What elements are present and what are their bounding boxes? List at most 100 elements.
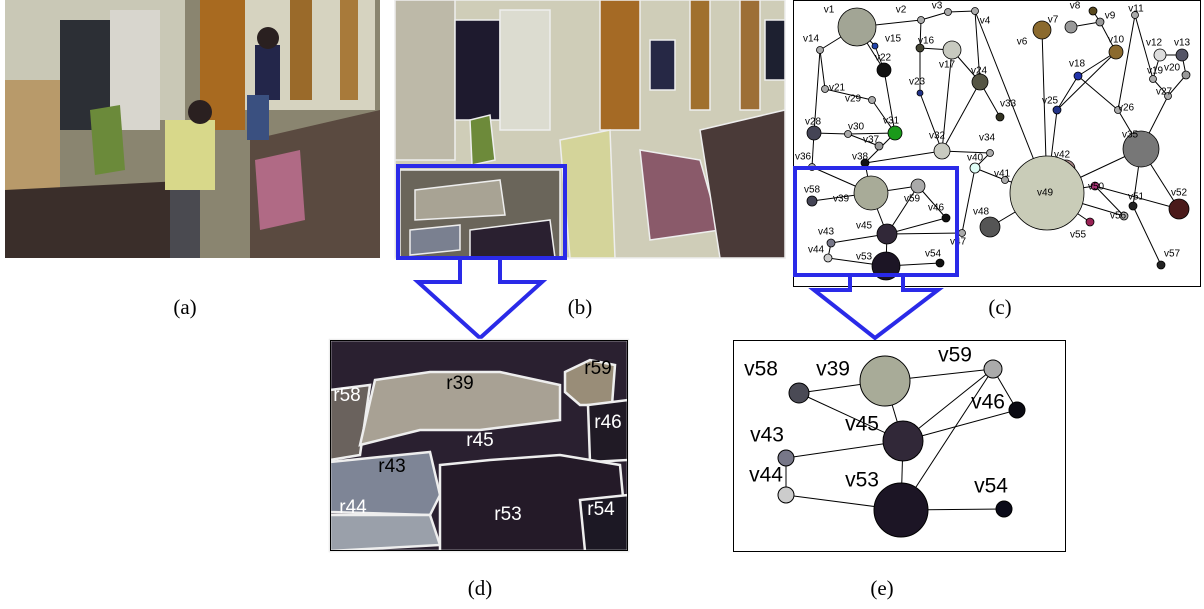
- node-label: v59: [904, 194, 921, 205]
- node: [874, 483, 928, 537]
- node-label: v50: [1088, 182, 1105, 193]
- node-label: v38: [852, 152, 869, 163]
- node: [996, 113, 1004, 121]
- node-label: v48: [973, 207, 990, 218]
- node: [1074, 72, 1082, 80]
- node: [877, 63, 891, 77]
- node-label: v11: [1128, 4, 1144, 15]
- node-label: v6: [1017, 37, 1028, 48]
- node-label: v25: [1042, 96, 1059, 107]
- caption: (e): [870, 576, 893, 600]
- region-label: r43: [378, 456, 405, 477]
- node: [1065, 21, 1077, 33]
- node: [877, 224, 897, 244]
- node: [1086, 218, 1094, 226]
- node: [883, 421, 923, 461]
- node-label: v14: [803, 34, 820, 45]
- node: [778, 487, 794, 503]
- node-label: v2: [896, 5, 907, 16]
- node-label: v26: [1118, 103, 1135, 114]
- node: [827, 239, 835, 247]
- node: [970, 163, 980, 173]
- node: [872, 43, 878, 49]
- node-label: v22: [875, 53, 892, 64]
- caption: (d): [468, 576, 493, 600]
- zoom-arrow: [418, 258, 542, 338]
- node: [1154, 49, 1166, 61]
- node-label: v18: [1069, 59, 1086, 70]
- node-label: v8: [1070, 1, 1081, 12]
- node: [980, 217, 1000, 237]
- node-label: v56: [1110, 211, 1127, 222]
- caption: (a): [173, 295, 196, 319]
- node-label: v43: [750, 424, 784, 447]
- node: [860, 356, 910, 406]
- region-label: r46: [594, 412, 621, 433]
- figure: v1v2v3v4v6v7v8v9v10v11v12v13v14v15v16v17…: [0, 0, 1204, 609]
- node: [1053, 106, 1061, 114]
- node: [854, 176, 888, 210]
- region-label: r39: [446, 373, 473, 394]
- node: [987, 150, 994, 157]
- node-label: v53: [856, 252, 873, 263]
- node-label: v16: [918, 36, 935, 47]
- node: [1089, 7, 1097, 15]
- node: [807, 126, 821, 140]
- node-label: v9: [1105, 11, 1116, 22]
- node-label: v24: [971, 66, 988, 77]
- node-label: v13: [1174, 38, 1191, 49]
- node-label: v58: [804, 185, 821, 196]
- node: [822, 86, 829, 93]
- node-label: v31: [883, 116, 900, 127]
- node: [1157, 261, 1165, 269]
- node-label: v46: [928, 203, 945, 214]
- node-label: v1: [824, 5, 835, 16]
- node: [959, 230, 966, 237]
- node: [972, 8, 979, 15]
- caption: (b): [568, 295, 593, 319]
- node: [1009, 402, 1025, 418]
- node-label: v45: [845, 413, 879, 436]
- node: [984, 360, 1002, 378]
- region-label: r53: [494, 504, 521, 525]
- node-label: v44: [749, 464, 783, 487]
- node-label: v45: [856, 221, 873, 232]
- node-label: v46: [971, 391, 1005, 414]
- node: [807, 196, 817, 206]
- node-label: v55: [1070, 230, 1087, 241]
- caption: (c): [988, 295, 1011, 319]
- region-label: r45: [466, 430, 493, 451]
- node: [918, 17, 925, 24]
- node-label: v39: [816, 358, 850, 381]
- node-label: v54: [925, 249, 942, 260]
- node: [936, 259, 944, 267]
- node: [943, 41, 961, 59]
- node-label: v54: [974, 475, 1008, 498]
- node-label: v52: [1171, 188, 1188, 199]
- node-label: v37: [863, 135, 880, 146]
- node: [1109, 45, 1123, 59]
- segmentation-b: [395, 0, 785, 258]
- node: [789, 383, 809, 403]
- node-label: v44: [808, 245, 825, 256]
- node: [996, 501, 1012, 517]
- node-label: v49: [1037, 188, 1054, 199]
- node-label: v27: [1156, 87, 1173, 98]
- node: [1129, 202, 1137, 210]
- region-label: r54: [587, 499, 615, 520]
- node-label: v21: [829, 83, 846, 94]
- node-label: v20: [1164, 63, 1181, 74]
- node: [1182, 71, 1190, 79]
- region-label: r44: [339, 497, 367, 518]
- node-label: v10: [1108, 35, 1125, 46]
- node: [838, 8, 876, 46]
- node-label: v32: [929, 131, 946, 142]
- node-label: v17: [939, 60, 956, 71]
- node-label: v19: [1147, 66, 1164, 77]
- node: [817, 47, 824, 54]
- node-label: v4: [980, 16, 991, 27]
- node: [1176, 49, 1188, 61]
- node-label: v40: [967, 153, 984, 164]
- node-label: v7: [1048, 15, 1059, 26]
- node-label: v33: [1000, 99, 1017, 110]
